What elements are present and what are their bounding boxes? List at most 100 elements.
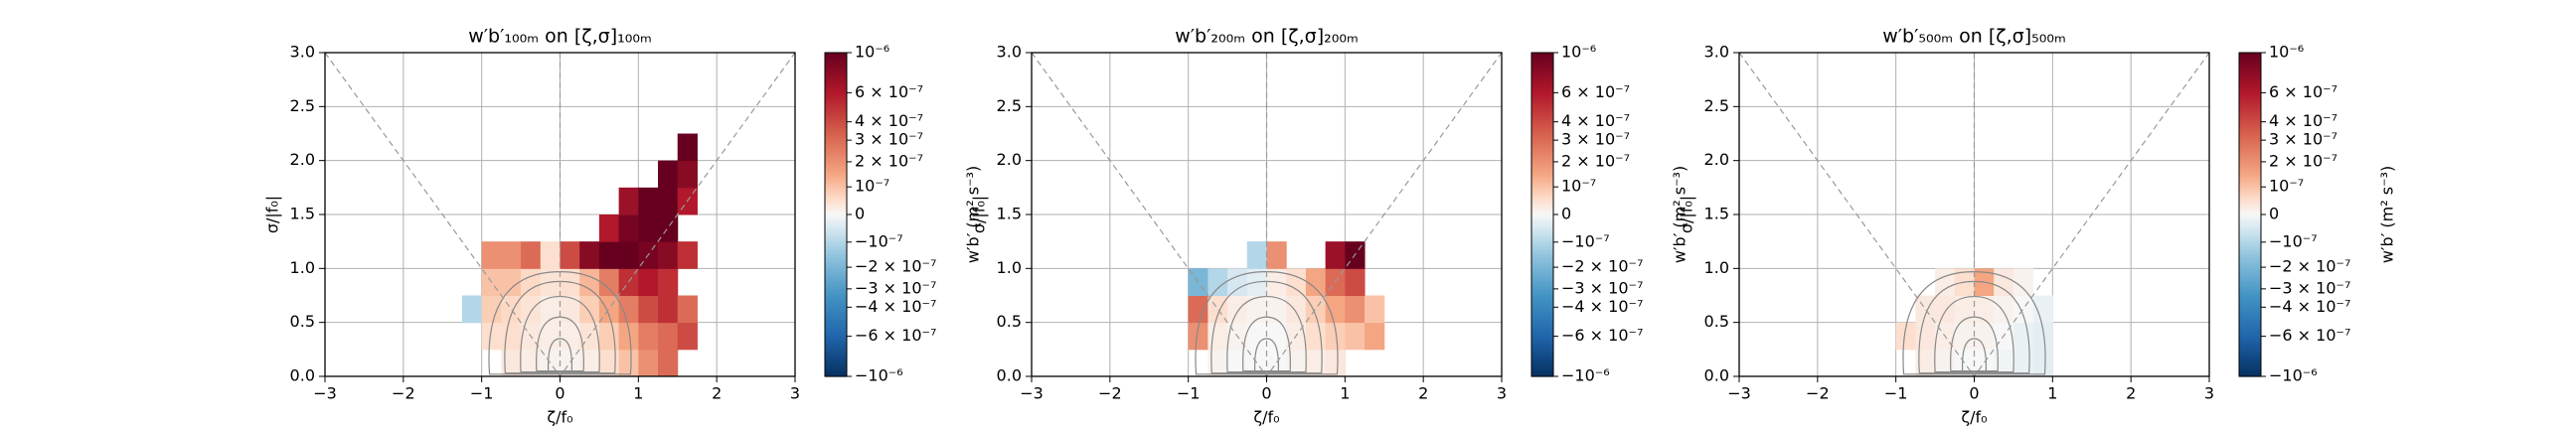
colorbar-swatch (2239, 90, 2261, 94)
colorbar-swatch (2239, 295, 2261, 299)
colorbar-swatch (2239, 144, 2261, 148)
colorbar-tick-label: 3 × 10⁻⁷ (855, 130, 923, 149)
colorbar-swatch (1531, 209, 1553, 213)
heatmap-cell (560, 295, 580, 324)
colorbar-swatch (2239, 279, 2261, 283)
colorbar-swatch (825, 72, 847, 75)
colorbar-swatch (825, 100, 847, 105)
heatmap-cell (1325, 349, 1346, 377)
contour (536, 316, 584, 372)
colorbar-swatch (825, 193, 847, 197)
colorbar-swatch (2239, 219, 2261, 223)
heatmap-cell (618, 295, 639, 324)
colorbar-swatch (2239, 66, 2261, 70)
colorbar-swatch (825, 73, 847, 78)
colorbar-swatch (2239, 311, 2261, 316)
colorbar-swatch (1531, 373, 1553, 377)
colorbar-swatch (825, 325, 847, 329)
x-tick-label: −3 (313, 384, 337, 403)
colorbar-swatch (2239, 61, 2261, 65)
colorbar-swatch (2239, 344, 2261, 348)
colorbar-swatch (825, 111, 847, 116)
colorbar-swatch (2239, 281, 2261, 286)
y-tick-label: 0.0 (997, 366, 1022, 385)
colorbar-swatch (1531, 336, 1553, 340)
colorbar-swatch (825, 119, 847, 124)
colorbar-swatch (1531, 357, 1553, 361)
colorbar-swatch (1531, 92, 1553, 97)
colorbar-tick-label: 2 × 10⁻⁷ (2269, 151, 2337, 170)
heatmap-cell (638, 214, 659, 242)
colorbar-swatch (825, 209, 847, 213)
colorbar-tick-label: −10⁻⁷ (2269, 231, 2318, 250)
colorbar-swatch (1531, 325, 1553, 329)
colorbar-swatch (825, 69, 847, 72)
heatmap-cell (1345, 322, 1366, 351)
colorbar-swatch (825, 303, 847, 307)
colorbar-swatch (1531, 243, 1553, 248)
colorbar-swatch (1531, 271, 1553, 275)
colorbar-swatch (2239, 290, 2261, 294)
colorbar-swatch (825, 174, 847, 178)
colorbar-swatch (2239, 341, 2261, 345)
colorbar-swatch (1531, 171, 1553, 175)
colorbar-swatch (1531, 290, 1553, 294)
heatmap-cell (1208, 268, 1228, 296)
colorbar-swatch (2239, 117, 2261, 121)
colorbar-tick-label: 4 × 10⁻⁷ (855, 111, 923, 130)
colorbar-swatch (1531, 98, 1553, 102)
colorbar-swatch (825, 152, 847, 156)
colorbar-tick-label: 4 × 10⁻⁷ (2269, 111, 2337, 130)
colorbar-swatch (1531, 246, 1553, 250)
colorbar-swatch (1531, 58, 1553, 62)
colorbar-swatch (1531, 235, 1553, 240)
x-tick-label: −1 (470, 384, 494, 403)
colorbar-swatch (825, 92, 847, 97)
colorbar-swatch (2239, 317, 2261, 321)
colorbar-swatch (1531, 230, 1553, 234)
colorbar-swatch (2239, 222, 2261, 226)
colorbar-swatch (1531, 367, 1553, 372)
colorbar-swatch (2239, 72, 2261, 75)
colorbar-swatch (1531, 317, 1553, 321)
heatmap-cell (1915, 349, 1936, 377)
colorbar-swatch (825, 227, 847, 231)
colorbar-swatch (1531, 238, 1553, 242)
heatmap-cell (1246, 295, 1267, 324)
colorbar-swatch (2239, 365, 2261, 369)
colorbar-swatch (1531, 204, 1553, 208)
colorbar-swatch (2239, 306, 2261, 310)
y-tick-label: 1.5 (997, 205, 1022, 223)
colorbar-label: w′b′ (m² s⁻³) (2378, 166, 2397, 263)
colorbar-swatch (2239, 268, 2261, 272)
heatmap-cell (1286, 268, 1307, 296)
colorbar-swatch (1531, 193, 1553, 197)
colorbar-swatch (2239, 58, 2261, 62)
colorbar-tick-label: 0 (855, 205, 865, 223)
colorbar-tick-label: −10⁻⁷ (855, 231, 903, 250)
colorbar-swatch (1531, 144, 1553, 148)
colorbar-swatch (1531, 224, 1553, 229)
colorbar-swatch (1531, 362, 1553, 366)
heatmap-cell (677, 160, 698, 189)
colorbar-swatch (1531, 284, 1553, 288)
colorbar-swatch (2239, 284, 2261, 288)
colorbar-swatch (825, 201, 847, 205)
x-tick-label: −2 (1098, 384, 1122, 403)
colorbar-swatch (825, 359, 847, 364)
colorbar-swatch (1531, 233, 1553, 237)
heatmap-cell (1266, 322, 1287, 351)
colorbar-swatch (2239, 193, 2261, 197)
heatmap-cell (1208, 322, 1228, 351)
heatmap-cell (501, 322, 522, 351)
colorbar-swatch (825, 257, 847, 261)
colorbar-swatch (2239, 330, 2261, 335)
colorbar-tick-label: 2 × 10⁻⁷ (1561, 151, 1630, 170)
colorbar-swatch (825, 219, 847, 223)
colorbar-swatch (825, 168, 847, 173)
colorbar-tick-label: 10⁻⁷ (855, 177, 889, 196)
colorbar-swatch (2239, 303, 2261, 307)
colorbar-swatch (2239, 53, 2261, 57)
colorbar-swatch (2239, 336, 2261, 340)
